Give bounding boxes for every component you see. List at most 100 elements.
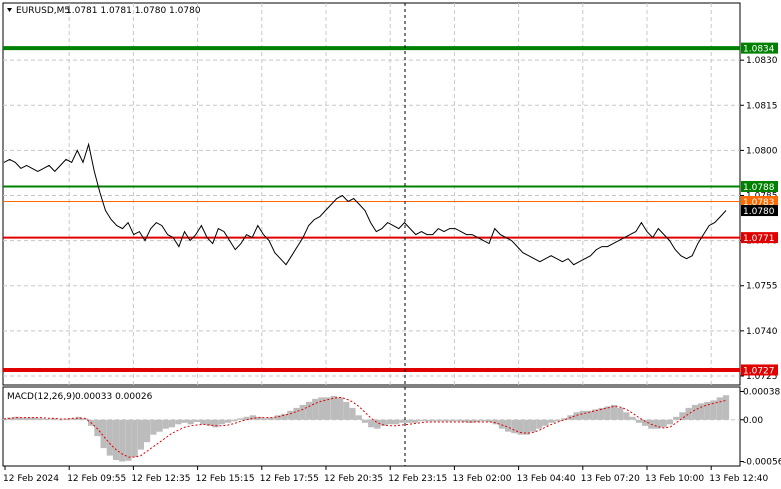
current-price-tag [741,205,778,217]
level-tag [741,180,778,192]
time-tick-label: 13 Feb 02:00 [452,474,511,484]
macd-bar [449,419,456,422]
time-tick-label: 12 Feb 15:15 [196,474,255,484]
macd-bar [187,419,194,425]
macd-bar [710,400,717,420]
macd-bar [673,416,680,420]
level-tag-label: 1.0771 [743,234,775,244]
macd-bar [610,404,618,420]
price-tick-label: 1.0830 [746,56,778,66]
macd-bar [144,419,151,443]
macd-axis[interactable]: 0.00038 0.00 -0.00056 [740,387,781,468]
macd-bar [175,419,182,425]
macd-bar [361,419,369,423]
macd-bar [162,419,169,429]
macd-bar [436,419,443,422]
macd-bar [399,419,406,423]
time-axis[interactable]: 12 Feb 2024 12 Feb 09:55 12 Feb 12:35 12 Fe… [3,466,769,484]
macd-bar [324,397,331,420]
macd-bar [467,419,474,423]
macd-bar [685,407,692,420]
macd-bar [63,419,70,420]
macd-bar [193,419,200,422]
macd-bar [386,419,393,425]
macd-bar [461,419,468,422]
macd-bar [666,419,674,425]
macd-bar [137,419,144,450]
macd-bar [629,416,636,420]
price-levels [3,46,740,372]
price-axis[interactable]: 1.08301.08151.08001.07851.07701.07551.07… [740,56,778,382]
macd-bar [517,419,524,435]
macd-bar [511,419,518,434]
macd-bar [473,419,481,422]
macd-bar [0,419,8,420]
macd-label: MACD(12,26,9) [7,392,75,402]
macd-bar [181,419,188,423]
macd-bar [417,419,425,422]
macd-bar [32,417,39,420]
macd-bar [318,397,325,420]
price-tick-label: 1.0740 [746,327,778,337]
macd-tick-label: 0.00038 [743,387,780,397]
macd-bar [305,401,313,420]
macd-bar [330,395,337,420]
macd-bar [94,419,101,437]
macd-bar [19,417,26,420]
macd-tick-label: 0.00 [743,416,763,426]
macd-tick-label: -0.00056 [743,458,781,468]
time-tick-label: 12 Feb 20:35 [324,474,383,484]
macd-bar [660,419,667,428]
macd-bar [523,419,530,435]
triangle-down-icon[interactable] [7,8,12,12]
macd-bar [442,419,449,422]
macd-bar [287,410,294,420]
time-tick-label: 13 Feb 12:40 [709,474,768,484]
level-tag-label: 1.0788 [743,183,775,193]
macd-bar [156,419,163,432]
macd-bar [206,419,213,426]
macd-bar [536,419,543,429]
macd-bar [411,419,418,423]
macd-bar [13,416,20,420]
time-tick-label: 13 Feb 04:40 [517,474,576,484]
level-tag [741,232,778,244]
macd-bar [150,419,157,435]
macd-bar [81,418,88,420]
macd-bar [281,413,288,420]
level-tag-label: 1.0727 [743,366,775,376]
macd-bar [380,419,387,426]
macd-bar [430,419,437,422]
macd-bar [100,419,107,449]
macd-bar [691,404,698,420]
macd-histogram [0,395,730,462]
level-tag [741,42,778,54]
macd-bar [561,418,568,420]
macd-bar [200,419,207,425]
macd-bar [455,419,462,422]
macd-bar [592,409,599,420]
price-line [3,142,727,266]
macd-bar [7,417,14,420]
macd-values: 0.00033 0.00026 [75,392,153,402]
current-price-label: 1.0780 [743,207,775,217]
time-tick-label: 12 Feb 23:15 [388,474,447,484]
macd-bar [337,397,344,420]
level-tag [741,196,778,208]
macd-bar [75,416,82,420]
price-panel [2,2,741,386]
time-tick-label: 12 Feb 2024 [3,474,59,484]
macd-bar [542,419,549,426]
macd-bar [654,419,661,429]
macd-bar [349,407,356,420]
macd-bar [299,404,306,420]
macd-bar [492,419,499,425]
macd-bar [405,419,412,423]
macd-bar [237,418,244,420]
macd-bar [231,419,238,422]
time-tick-label: 12 Feb 17:55 [260,474,319,484]
macd-bar [274,415,281,420]
macd-bar [125,419,132,461]
level-tag-label: 1.0834 [743,45,775,55]
